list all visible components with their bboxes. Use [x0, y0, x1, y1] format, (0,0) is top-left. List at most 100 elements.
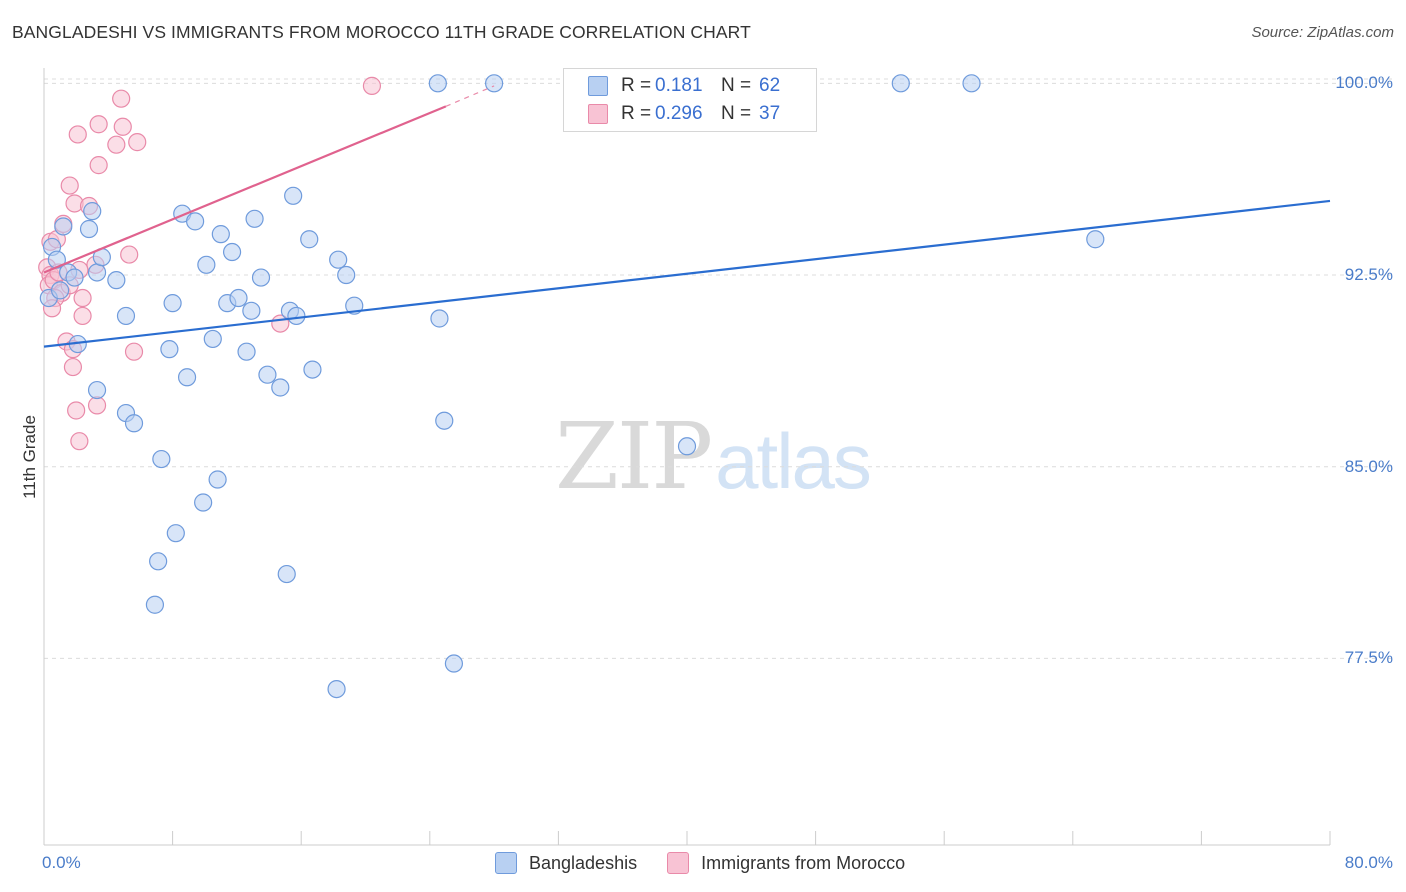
morocco-point — [70, 432, 89, 451]
legend-item-morocco[interactable]: Immigrants from Morocco — [667, 852, 905, 874]
legend-n-label: N = — [721, 75, 752, 96]
trend-lines — [43, 85, 1331, 348]
bangladeshi-point — [160, 340, 179, 359]
bangladeshi-point — [428, 74, 447, 93]
bangladeshi-point — [145, 595, 165, 614]
bangladeshi-point — [284, 186, 303, 205]
bangladeshi-point — [124, 414, 144, 433]
bangladeshi-point — [245, 209, 264, 228]
morocco-point — [107, 135, 126, 154]
axes — [43, 68, 1331, 846]
bangladeshi-point — [242, 301, 261, 320]
morocco-point — [128, 133, 147, 152]
legend-row-morocco: R = 0.296 N = 37 — [588, 103, 780, 125]
bangladeshi-points — [39, 74, 1105, 699]
morocco-point — [73, 288, 92, 308]
watermark-atlas: atlas — [715, 417, 872, 505]
morocco-point — [67, 401, 86, 420]
bangladeshi-point — [222, 242, 242, 262]
stats-legend: R = 0.181 N = 62 R = 0.296 N = 37 — [563, 68, 817, 132]
morocco-point — [60, 176, 79, 195]
morocco-point — [89, 115, 108, 134]
series-legend: Bangladeshis Immigrants from Morocco — [495, 852, 935, 874]
y-tick-label: 92.5% — [1344, 265, 1393, 285]
bangladeshi-point — [203, 329, 222, 349]
bangladeshi-point — [485, 74, 504, 93]
legend-item-bangladeshis[interactable]: Bangladeshis — [495, 852, 637, 874]
morocco-point — [73, 306, 92, 326]
legend-r-value: 0.296 — [655, 103, 703, 124]
legend-swatch-blue — [495, 852, 517, 874]
legend-row-bangladeshi: R = 0.181 N = 62 — [588, 75, 780, 97]
bangladeshi-point — [50, 281, 70, 300]
morocco-trend-line — [43, 105, 447, 274]
bangladeshi-point — [87, 263, 107, 282]
bangladeshi-point — [677, 437, 697, 456]
morocco-point — [68, 125, 87, 144]
morocco-point — [63, 357, 83, 377]
watermark-zip: ZIP — [555, 403, 713, 510]
bangladeshi-point — [177, 368, 197, 387]
morocco-trend-extension — [445, 85, 495, 107]
bangladeshi-point — [327, 679, 346, 699]
bangladeshi-point — [211, 225, 230, 244]
legend-swatch-blue — [588, 76, 608, 96]
legend-swatch-pink — [588, 104, 608, 124]
bangladeshi-point — [229, 288, 248, 308]
bangladeshi-point — [277, 564, 296, 584]
bangladeshi-point — [197, 255, 216, 274]
legend-swatch-pink — [667, 852, 690, 874]
bangladeshi-point — [271, 378, 290, 397]
bangladeshi-point — [79, 219, 99, 239]
legend-n-label: N = — [721, 103, 752, 124]
y-tick-label: 100.0% — [1335, 73, 1393, 93]
watermark: ZIPatlas — [555, 403, 872, 510]
bangladeshi-point — [337, 265, 356, 285]
bangladeshi-point — [891, 74, 910, 93]
legend-r-value: 0.181 — [655, 75, 703, 96]
bangladeshi-point — [287, 306, 306, 326]
bangladeshi-point — [163, 294, 182, 313]
bangladeshi-point — [444, 654, 464, 673]
bangladeshi-point — [300, 230, 319, 249]
x-tick-max: 80.0% — [1344, 853, 1393, 872]
bangladeshi-point — [208, 470, 227, 489]
bangladeshi-trend-line — [43, 199, 1331, 348]
bangladeshi-point — [186, 212, 205, 231]
bangladeshi-point — [152, 449, 171, 469]
bangladeshi-point — [258, 365, 277, 384]
legend-label-morocco: Immigrants from Morocco — [701, 852, 906, 873]
morocco-point — [87, 396, 107, 415]
y-tick-label: 85.0% — [1344, 456, 1393, 476]
bangladeshi-point — [251, 268, 271, 287]
legend-r-label: R = — [621, 103, 652, 124]
morocco-point — [124, 342, 144, 361]
morocco-point — [112, 89, 131, 108]
gridlines — [44, 78, 1392, 659]
chart-source: Source: ZipAtlas.com — [1251, 24, 1394, 41]
bangladeshi-point — [54, 217, 73, 236]
bangladeshi-point — [962, 74, 981, 93]
morocco-point — [362, 76, 382, 95]
bangladeshi-point — [65, 268, 84, 287]
bangladeshi-point — [430, 309, 449, 328]
bangladeshi-point — [329, 250, 348, 269]
bangladeshi-point — [303, 360, 322, 379]
bangladeshi-point — [87, 380, 107, 400]
legend-label-bangladeshis: Bangladeshis — [529, 852, 638, 873]
bangladeshi-point — [1086, 230, 1105, 249]
x-tick-min: 0.0% — [42, 853, 81, 872]
morocco-point — [120, 245, 139, 264]
bangladeshi-point — [107, 271, 126, 290]
bangladeshi-point — [83, 202, 102, 221]
bangladeshi-point — [435, 411, 454, 430]
chart-title: BANGLADESHI VS IMMIGRANTS FROM MOROCCO 1… — [12, 22, 751, 42]
morocco-point — [89, 156, 108, 175]
y-tick-label: 77.5% — [1344, 648, 1393, 668]
legend-n-value: 37 — [759, 103, 781, 124]
morocco-point — [113, 117, 132, 136]
y-axis-label: 11th Grade — [20, 415, 39, 499]
bangladeshi-point — [194, 493, 213, 512]
bangladeshi-point — [149, 552, 168, 571]
